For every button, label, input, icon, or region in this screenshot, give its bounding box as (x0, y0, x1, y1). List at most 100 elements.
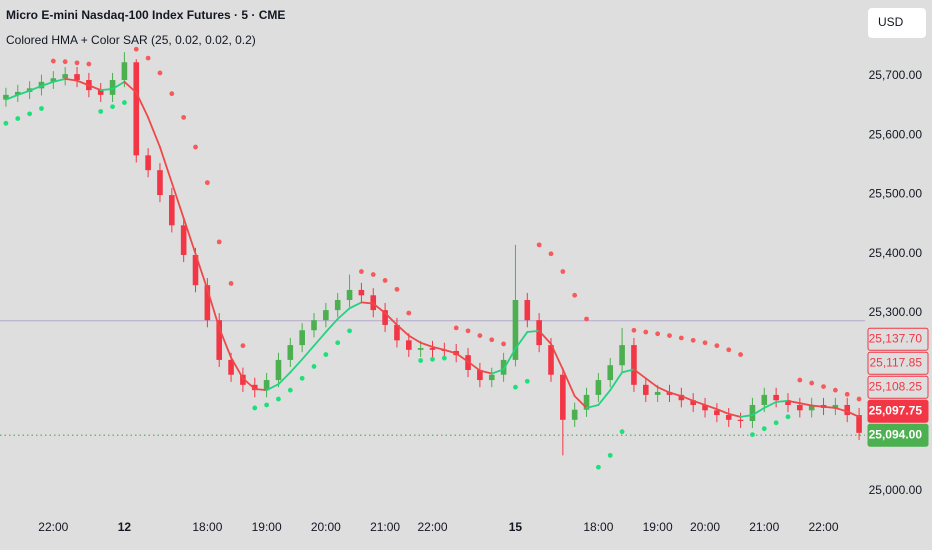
hma-segment (763, 401, 778, 409)
candle-body (714, 410, 720, 416)
price-label: 25,097.75 (869, 403, 923, 417)
sar-dot (264, 402, 270, 408)
hma-segment (680, 395, 695, 402)
sar-dot (216, 239, 222, 245)
candle-body (678, 394, 685, 401)
hma-segment (396, 324, 410, 337)
x-tick-label: 18:00 (192, 520, 222, 534)
hma-segment (609, 371, 623, 392)
hma-segment (455, 352, 469, 363)
x-tick-label: 19:00 (643, 520, 673, 534)
candle-body (844, 404, 851, 416)
candle-body (275, 359, 282, 381)
hma-segment (727, 412, 742, 418)
sar-dot (714, 343, 720, 349)
candle-body (761, 394, 768, 405)
sar-dot (548, 251, 554, 257)
candle-body (524, 300, 531, 321)
hma-segment (135, 91, 150, 119)
hma-segment (573, 395, 588, 409)
currency-label[interactable]: USD (878, 15, 904, 29)
hma-segment (301, 344, 315, 361)
hma-segment (787, 399, 801, 405)
sar-dot (477, 333, 483, 338)
candle-body (406, 340, 412, 350)
hma-segment (218, 326, 232, 359)
hma-segment (324, 318, 339, 333)
candle-body (358, 289, 365, 296)
sar-dot (773, 420, 779, 426)
sar-dot (62, 59, 68, 65)
hma-segment (182, 217, 197, 255)
candle-body (240, 374, 246, 385)
x-tick-label: 18:00 (583, 520, 613, 534)
sar-dot (27, 111, 33, 117)
candle-body (180, 225, 187, 255)
candle-body (50, 78, 57, 82)
hma-segment (99, 88, 114, 92)
candle-body (477, 369, 483, 381)
price-label-box (867, 423, 929, 447)
hma-segment (621, 368, 635, 374)
candle-body (145, 155, 151, 171)
candle-body (856, 415, 862, 433)
hma-segment (822, 405, 837, 409)
sar-dot (844, 391, 850, 397)
sar-dot (619, 429, 625, 435)
candle-body (394, 324, 400, 341)
x-tick-label: 12 (118, 520, 132, 534)
x-tick-label: 21:00 (749, 520, 779, 534)
sar-dot (276, 396, 281, 402)
currency-button[interactable] (868, 8, 926, 38)
candle-body (157, 170, 163, 196)
hma-segment (775, 399, 789, 403)
candle-body (109, 80, 116, 95)
sar-dot (489, 337, 495, 343)
sar-dot (359, 269, 364, 274)
sar-dot (122, 100, 127, 105)
sar-dot (311, 364, 317, 369)
sar-dot (785, 414, 791, 420)
sar-dot (335, 340, 341, 346)
hma-segment (111, 80, 126, 90)
sar-dot (50, 58, 56, 64)
hma-segment (431, 345, 446, 351)
candle-body (571, 409, 578, 420)
sar-dot (394, 286, 400, 292)
sar-dot (678, 335, 684, 341)
x-tick-label: 22:00 (38, 520, 68, 534)
hma-segment (585, 404, 600, 409)
sar-dot (406, 310, 412, 316)
hma-segment (692, 399, 706, 406)
sar-dot (560, 269, 566, 274)
sar-dot (287, 387, 293, 393)
sar-dot (86, 61, 92, 67)
hma-segment (810, 404, 825, 408)
sar-dot (323, 352, 329, 357)
sar-dot (690, 337, 696, 343)
sar-dot (74, 60, 80, 66)
x-tick-label: 20:00 (311, 520, 341, 534)
candle-body (299, 330, 305, 346)
candle-body (251, 384, 258, 391)
indicator-label: Colored HMA + Color SAR (25, 0.02, 0.02,… (6, 33, 256, 47)
sar-dot (193, 144, 198, 150)
candle-body (169, 195, 175, 226)
x-tick-label: 20:00 (690, 520, 720, 534)
price-label: 25,137.70 (869, 331, 923, 345)
candle-body (536, 320, 542, 346)
hma-segment (289, 358, 304, 374)
x-tick-label: 22:00 (809, 520, 839, 534)
candle-body (97, 90, 104, 95)
candle-body (323, 310, 329, 321)
sar-dot (726, 347, 732, 353)
sar-dot (572, 292, 578, 298)
hma-segment (846, 410, 860, 418)
sar-dot (418, 358, 424, 363)
sar-dot (453, 325, 459, 331)
hma-segment (798, 402, 813, 407)
hma-segment (360, 301, 375, 305)
sar-dot (524, 378, 530, 384)
candle-body (595, 380, 602, 395)
